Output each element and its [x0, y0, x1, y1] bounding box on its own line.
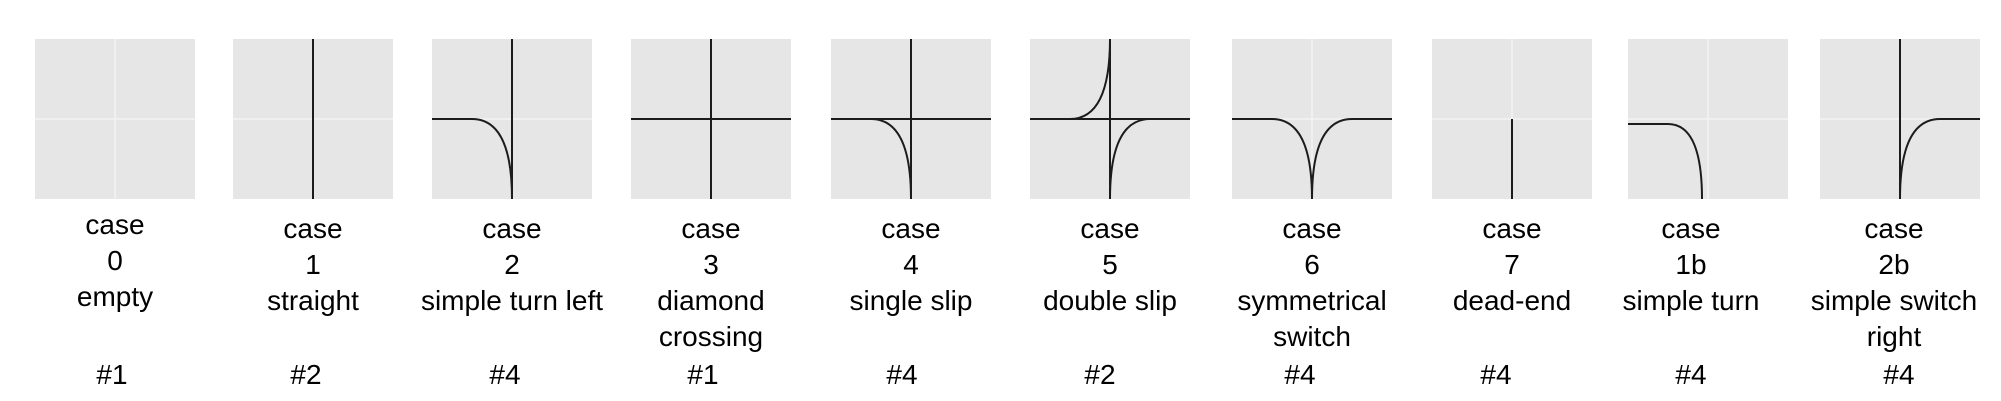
case-6-label: case 6 symmetrical switch [1212, 211, 1412, 355]
double-slip-icon [1030, 39, 1190, 199]
symmetrical-switch-icon [1232, 39, 1392, 199]
single-slip-icon [831, 39, 991, 199]
case-2b-count: #4 [1883, 359, 1915, 390]
tile-case-7 [1432, 39, 1592, 199]
diamond-crossing-icon [631, 39, 791, 199]
tile-case-0 [35, 39, 195, 199]
tile-case-1 [233, 39, 393, 199]
tile-case-1b [1628, 39, 1788, 199]
case-id: 5 [1102, 249, 1118, 280]
case-name: simple turn [1622, 285, 1760, 316]
case-name: diamond crossing [657, 285, 765, 352]
case-5-count: #2 [1084, 359, 1116, 390]
case-1b-count: #4 [1675, 359, 1707, 390]
case-0-count: #1 [96, 359, 128, 390]
simple-turn-icon [1628, 39, 1788, 199]
case-name: single slip [849, 285, 973, 316]
case-name: double slip [1043, 285, 1177, 316]
case-id: 2 [504, 249, 520, 280]
case-id: 4 [903, 249, 919, 280]
case-word: case [1282, 213, 1342, 244]
straight-track-icon [233, 39, 393, 199]
case-word: case [283, 213, 343, 244]
case-3-count: #1 [687, 359, 719, 390]
case-word: case [1080, 213, 1140, 244]
switch-right-icon [1820, 39, 1980, 199]
case-name: straight [267, 285, 359, 316]
case-name: simple turn left [420, 285, 604, 316]
tile-case-5 [1030, 39, 1190, 199]
case-2-count: #4 [489, 359, 521, 390]
case-id: 2b [1878, 249, 1910, 280]
case-6-count: #4 [1284, 359, 1316, 390]
tile-case-3 [631, 39, 791, 199]
case-name: dead-end [1452, 285, 1572, 316]
dead-end-icon [1432, 39, 1592, 199]
case-word: case [482, 213, 542, 244]
case-4-count: #4 [886, 359, 918, 390]
case-7-label: case 7 dead-end [1412, 211, 1612, 319]
case-7-count: #4 [1480, 359, 1512, 390]
case-word: case [881, 213, 941, 244]
case-2-label: case 2 simple turn left [412, 211, 612, 319]
empty-track-icon [35, 39, 195, 199]
tile-case-2 [432, 39, 592, 199]
case-word: case [681, 213, 741, 244]
case-1-label: case 1 straight [213, 211, 413, 319]
case-name: simple switch right [1810, 285, 1978, 352]
case-id: 0 [107, 245, 123, 276]
case-2b-label: case 2b simple switch right [1794, 211, 1994, 355]
case-id: 3 [703, 249, 719, 280]
tile-case-4 [831, 39, 991, 199]
case-1b-label: case 1b simple turn [1591, 211, 1791, 319]
case-4-label: case 4 single slip [811, 211, 1011, 319]
case-id: 1b [1675, 249, 1707, 280]
case-id: 6 [1304, 249, 1320, 280]
case-name: empty [76, 281, 154, 312]
tile-case-6 [1232, 39, 1392, 199]
case-word: case [1482, 213, 1542, 244]
turn-left-track-icon [432, 39, 592, 199]
case-word: case [1864, 213, 1924, 244]
case-0-label: case 0 empty [15, 207, 215, 315]
case-5-label: case 5 double slip [1010, 211, 1210, 319]
case-word: case [85, 209, 145, 240]
case-id: 1 [305, 249, 321, 280]
case-1-count: #2 [290, 359, 322, 390]
case-name: symmetrical switch [1237, 285, 1387, 352]
tile-case-2b [1820, 39, 1980, 199]
case-word: case [1661, 213, 1721, 244]
case-3-label: case 3 diamond crossing [611, 211, 811, 355]
case-id: 7 [1504, 249, 1520, 280]
